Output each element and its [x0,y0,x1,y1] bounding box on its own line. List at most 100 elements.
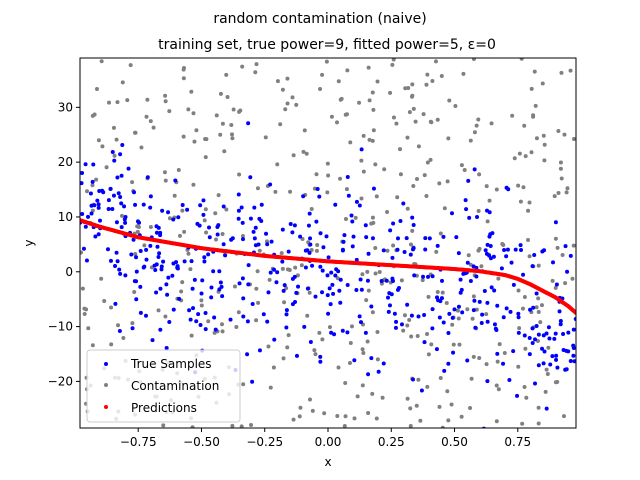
true-sample-point [552,336,557,341]
contamination-point [189,333,194,338]
contamination-point [438,231,443,236]
contamination-point [408,242,413,247]
contamination-point [236,310,241,315]
contamination-point [218,132,223,137]
contamination-point [445,179,450,184]
true-sample-point [459,287,464,292]
true-sample-point [307,211,312,216]
legend-box [86,349,241,423]
contamination-point [527,200,532,205]
true-sample-point [154,290,159,295]
contamination-point [230,423,235,428]
contamination-point [359,158,364,163]
contamination-point [484,312,489,317]
contamination-point [516,288,521,293]
contamination-point [536,296,541,301]
contamination-point [130,321,135,326]
y-tick-label: 30 [58,100,73,114]
contamination-point [334,120,339,125]
contamination-point [571,243,576,248]
true-sample-point [81,246,86,251]
true-sample-point [338,300,343,305]
true-sample-point [133,202,138,207]
contamination-point [425,384,430,389]
contamination-point [532,69,537,74]
true-sample-point [480,312,485,317]
contamination-point [374,416,379,421]
true-sample-point [89,211,94,216]
contamination-point [348,140,353,145]
contamination-point [144,114,149,119]
contamination-point [496,276,501,281]
true-sample-point [105,247,110,252]
true-sample-point [468,279,473,284]
contamination-point [347,361,352,366]
contamination-point [364,298,369,303]
contamination-point [571,137,576,142]
contamination-point [445,389,450,394]
true-sample-point [157,251,162,256]
true-sample-point [156,255,161,260]
true-sample-point [203,311,208,316]
contamination-point [536,309,541,314]
contamination-point [391,243,396,248]
true-sample-point [442,368,447,373]
contamination-point [216,193,221,198]
contamination-point [380,395,385,400]
true-sample-point [308,236,313,241]
true-sample-point [473,325,478,330]
contamination-point [527,254,532,259]
contamination-point [237,109,242,114]
contamination-point [469,376,474,381]
true-sample-point [359,287,364,292]
true-sample-point [115,175,120,180]
contamination-point [307,290,312,295]
contamination-point [559,176,564,181]
contamination-point [529,86,534,91]
contamination-point [326,173,331,178]
true-sample-point [485,319,490,324]
true-sample-point [265,242,270,247]
contamination-point [487,198,492,203]
true-sample-point [148,243,153,248]
contamination-point [564,190,569,195]
contamination-point [538,320,543,325]
y-tick-label: 20 [58,155,73,169]
contamination-point [135,229,140,234]
true-sample-point [542,349,547,354]
contamination-point [104,165,109,170]
contamination-point [163,99,168,104]
contamination-point [285,345,290,350]
true-sample-point [248,175,253,180]
true-sample-point [207,235,212,240]
true-sample-point [241,296,246,301]
contamination-point [428,157,433,162]
true-sample-point [492,322,497,327]
contamination-point [405,206,410,211]
contamination-point [517,326,522,331]
contamination-point [416,144,421,149]
contamination-point [133,130,138,135]
contamination-point [375,79,380,84]
contamination-point [204,137,209,142]
true-sample-point [516,311,521,316]
true-sample-point [129,252,134,257]
contamination-point [268,385,273,390]
true-sample-point [302,324,307,329]
true-sample-point [318,264,323,269]
contamination-point [494,383,499,388]
true-sample-point [351,234,356,239]
true-sample-point [504,306,509,311]
true-sample-point [180,203,185,208]
contamination-point [435,289,440,294]
true-sample-point [239,205,244,210]
true-sample-point [96,202,101,207]
contamination-point [315,242,320,247]
contamination-point [133,251,138,256]
contamination-point [307,397,312,402]
true-sample-point [198,323,203,328]
true-sample-point [308,242,313,247]
true-sample-point [207,225,212,230]
true-sample-point [108,258,113,263]
true-sample-point [313,294,318,299]
